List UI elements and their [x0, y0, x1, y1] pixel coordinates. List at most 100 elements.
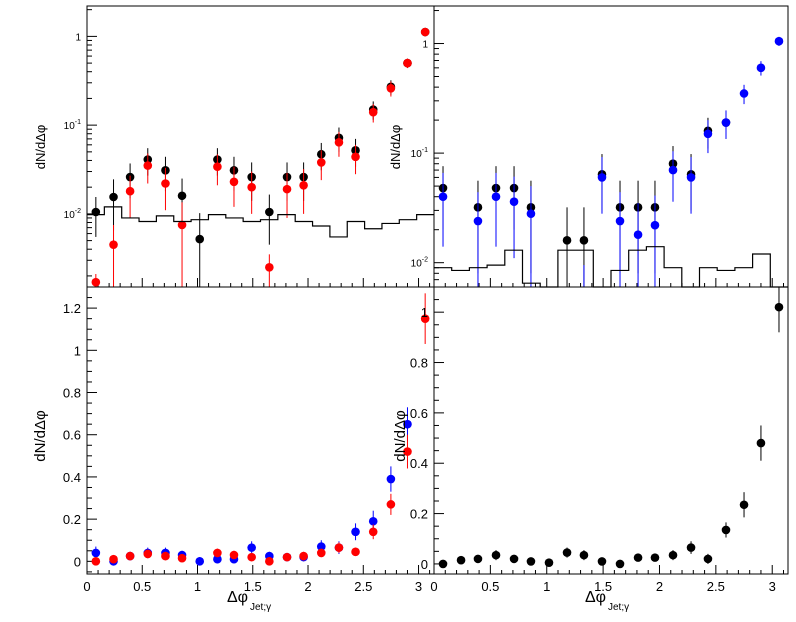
blue-data-point [316, 542, 326, 551]
blue-data-point [438, 192, 448, 202]
black-data-point [265, 207, 274, 217]
blue-data-point [686, 173, 696, 182]
x-tick-label: 3 [769, 579, 776, 594]
blue-data-point [368, 516, 378, 526]
histogram-step-line [434, 246, 788, 288]
black-data-point [686, 543, 696, 552]
plot-frame [433, 5, 789, 288]
x-tick-label: 2.5 [707, 579, 725, 594]
plot-frame [86, 5, 435, 288]
red-data-point [247, 182, 256, 192]
plot-frame [86, 286, 435, 575]
black-data-point [650, 553, 660, 562]
black-data-point [473, 554, 483, 564]
blue-data-point [526, 209, 536, 218]
x-tick-label: 0 [83, 579, 90, 594]
y-tick-label: 0.8 [63, 386, 81, 401]
y-tick-label: 10-2 [411, 257, 428, 270]
y-tick-label: 0.8 [410, 356, 428, 371]
red-data-point [125, 551, 135, 561]
red-data-point [299, 551, 308, 561]
black-data-point [509, 554, 519, 564]
y-tick-label: 0.2 [63, 512, 81, 527]
y-tick-label: 0.2 [410, 507, 428, 522]
black-data-point [597, 557, 607, 566]
y-axis-label-top-right: dN/dΔφ [388, 125, 403, 170]
black-data-point [109, 192, 118, 202]
red-data-point [334, 138, 344, 147]
red-data-point [282, 184, 292, 194]
red-data-point [420, 314, 430, 323]
red-data-point [420, 27, 430, 37]
red-data-point [109, 554, 118, 564]
black-data-point [456, 555, 466, 565]
black-data-point [491, 550, 501, 560]
x-tick-label: 2.5 [354, 579, 372, 594]
blue-data-point [633, 230, 643, 240]
red-data-point [177, 553, 187, 563]
panel-bottom-right: 0 0.5 1 1.5 2 2.5 300.20.40.60.81 [410, 286, 789, 594]
black-data-point [438, 559, 448, 569]
red-data-point [403, 447, 412, 456]
red-data-point [125, 186, 135, 196]
red-data-point [229, 177, 239, 187]
x-tick-label: 1 [194, 579, 201, 594]
red-data-point [109, 240, 118, 249]
red-data-point [213, 162, 222, 172]
y-tick-label: 1 [75, 32, 81, 43]
blue-data-point [491, 192, 501, 202]
red-data-point [386, 84, 396, 93]
y-tick-label: 0 [74, 554, 81, 569]
red-data-point [282, 552, 292, 562]
red-data-point [143, 549, 153, 559]
black-data-point [562, 548, 572, 557]
x-tick-label: 0.5 [133, 579, 151, 594]
y-axis-label-bottom-left: dN/dΔφ [32, 410, 49, 462]
black-data-point [774, 302, 784, 312]
red-data-point [161, 551, 170, 561]
red-data-point [316, 158, 326, 167]
blue-data-point [650, 220, 660, 230]
x-tick-label: 0 [430, 579, 437, 594]
red-data-point [247, 552, 256, 562]
black-data-point [195, 234, 205, 244]
red-data-point [299, 180, 308, 190]
red-data-point [403, 58, 412, 68]
blue-data-point [91, 548, 101, 558]
y-tick-label: 0.6 [410, 406, 428, 421]
black-data-point [721, 525, 731, 535]
x-tick-label: 1 [543, 579, 550, 594]
y-axis-label-bottom-right: dN/dΔφ [392, 410, 409, 462]
black-data-point [579, 236, 589, 245]
x-axis-label-bottom-right: Δφ [585, 589, 606, 606]
y-tick-label: 1 [74, 343, 81, 358]
red-data-point [265, 263, 274, 272]
panel-top-right: 10-2 10-1 1 [411, 5, 789, 288]
red-data-point [386, 500, 396, 509]
black-data-point [562, 236, 572, 245]
red-data-point [143, 161, 153, 170]
y-tick-label: 10-2 [64, 208, 81, 221]
black-data-point [739, 500, 749, 510]
plot-frame [433, 286, 789, 575]
black-data-point [615, 559, 625, 569]
x-axis-label-bottom-left: Δφ [227, 589, 248, 606]
black-data-point [579, 550, 589, 560]
blue-data-point [351, 527, 360, 537]
y-tick-label: 0.4 [63, 470, 81, 485]
x-axis-sublabel-bottom-left: Jet;γ [250, 602, 271, 613]
y-tick-label: 0.6 [63, 428, 81, 443]
blue-data-point [721, 118, 731, 127]
y-tick-label: 0 [421, 557, 428, 572]
red-data-point [334, 543, 344, 552]
black-data-point [756, 438, 766, 448]
blue-data-point [668, 165, 678, 175]
red-data-point [229, 550, 239, 560]
red-data-point [316, 548, 326, 558]
black-data-point [544, 558, 554, 567]
x-tick-label: 2 [304, 579, 311, 594]
panel-top-left: 10-2 10-1 1 [64, 5, 435, 288]
blue-data-point [774, 36, 784, 46]
red-data-point [161, 179, 170, 188]
